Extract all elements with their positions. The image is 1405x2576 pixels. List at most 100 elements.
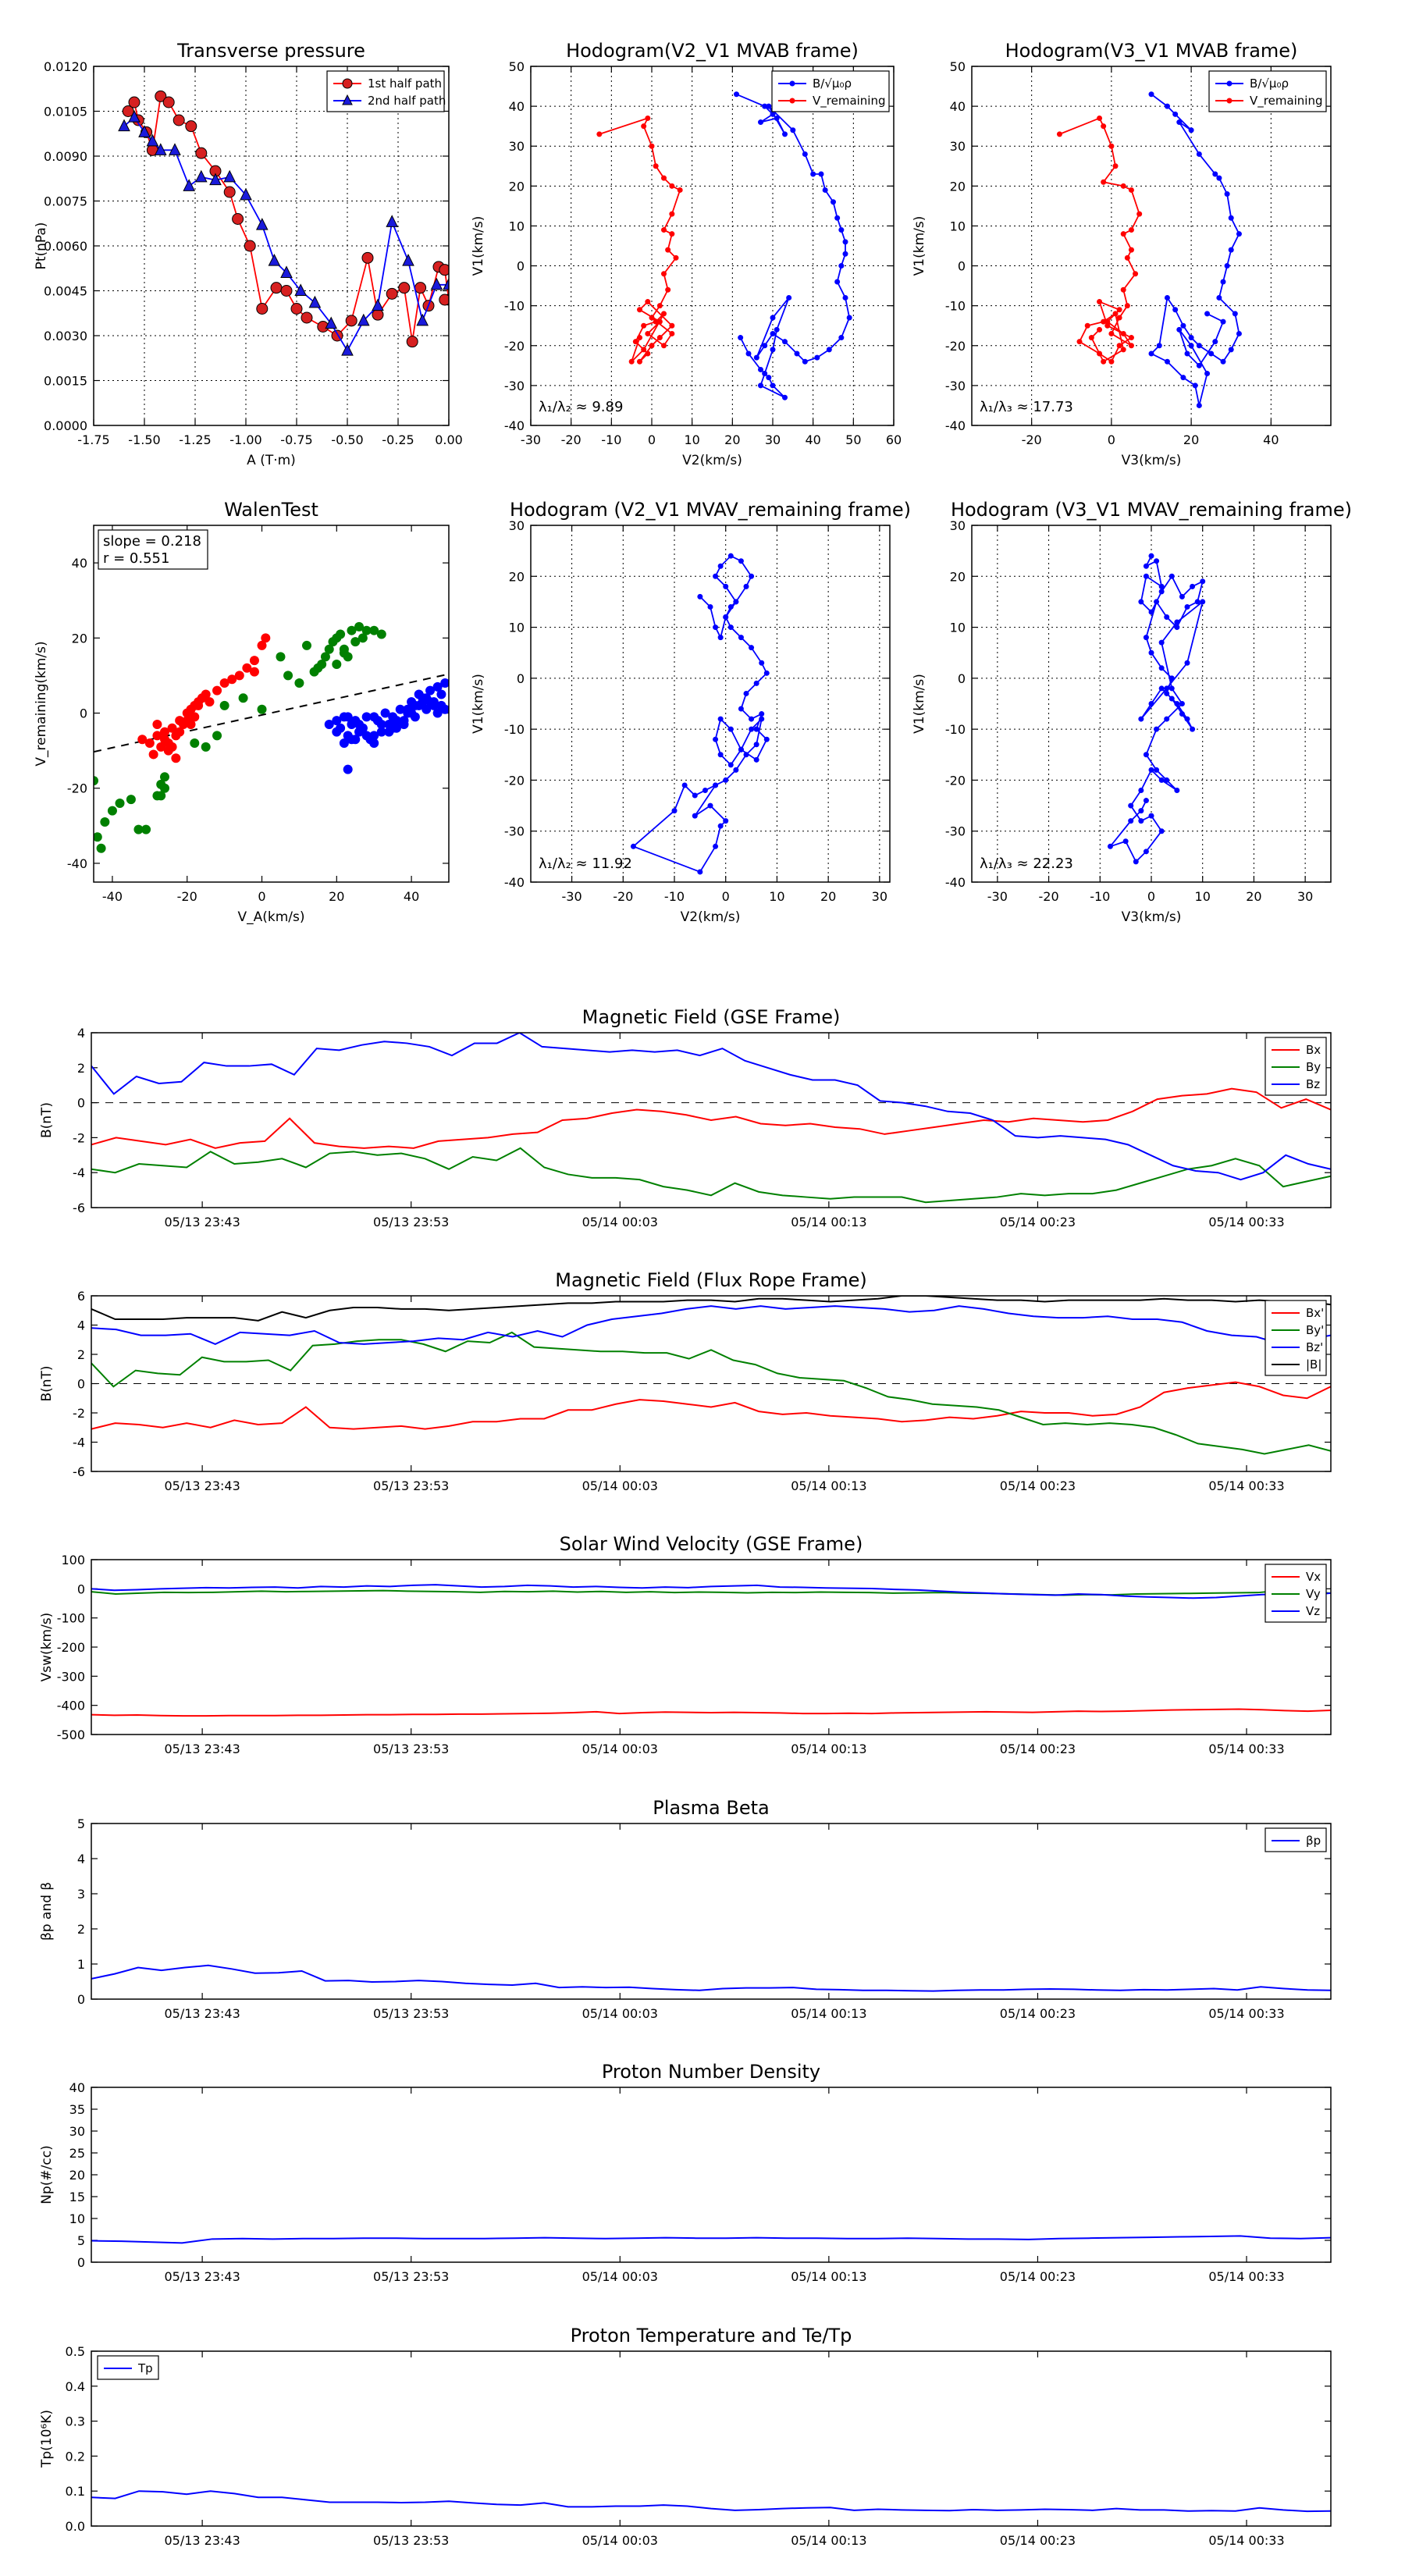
y-tick-label: 0.0 [66, 2519, 85, 2534]
data-point [1148, 701, 1154, 706]
scatter-point [332, 716, 342, 726]
legend-label: 1st half path [368, 76, 442, 91]
scatter-point [212, 731, 222, 741]
scatter-point [332, 727, 342, 737]
data-point [430, 277, 443, 290]
data-point [762, 371, 768, 377]
scatter-point [354, 621, 365, 632]
legend-label: Bx' [1306, 1306, 1324, 1320]
data-point [1101, 358, 1107, 365]
y-tick-label: 20 [950, 179, 966, 194]
y-tick-label: 0.0000 [44, 418, 87, 433]
data-point [1184, 603, 1190, 610]
y-axis-label: βp and β [39, 1882, 55, 1941]
series-line-1 [91, 1147, 1331, 1204]
data-point [758, 366, 763, 372]
data-point [727, 553, 734, 559]
x-tick-label: 0 [648, 432, 656, 447]
scatter-point [96, 843, 106, 853]
legend-marker [342, 78, 353, 89]
data-point [256, 303, 269, 315]
eigen-ratio-label: λ₁/λ₂ ≈ 11.92 [539, 856, 632, 872]
x-tick-label: 40 [805, 432, 820, 447]
scatter-point [339, 644, 349, 654]
plot-area [91, 1033, 1331, 1204]
x-tick-label: 05/14 00:03 [582, 2006, 658, 2021]
legend: B/√μ₀ρ V_remaining [771, 70, 890, 112]
y-tick-label: 0 [77, 1992, 85, 2007]
data-point [645, 299, 651, 305]
scatter-point [257, 640, 267, 650]
data-point [1188, 335, 1194, 341]
scatter-point [212, 685, 222, 696]
data-point [1196, 402, 1202, 408]
data-point [697, 869, 703, 875]
x-tick-label: 05/14 00:33 [1208, 1215, 1284, 1229]
y-tick-label: -10 [945, 299, 966, 314]
data-point [386, 215, 399, 227]
x-tick-label: 10 [1195, 889, 1211, 904]
data-point [645, 350, 651, 357]
data-point [1236, 330, 1242, 336]
data-point [443, 277, 449, 290]
scatter-point [219, 678, 229, 688]
data-point [1164, 358, 1170, 365]
series-line-1 [91, 1331, 1331, 1455]
data-point [325, 316, 338, 329]
x-tick-label: 05/14 00:03 [582, 1478, 658, 1493]
data-point [1172, 307, 1179, 313]
data-point [749, 645, 755, 651]
data-point [641, 322, 647, 329]
data-point [1174, 701, 1180, 706]
y-tick-label: 40 [72, 556, 87, 571]
data-point [743, 752, 749, 758]
y-tick-label: -40 [504, 418, 525, 433]
data-point [753, 726, 759, 732]
data-point [649, 143, 655, 149]
y-tick-label: 30 [950, 139, 966, 154]
data-point [1148, 609, 1154, 615]
y-tick-label: 15 [69, 2190, 85, 2204]
data-point [195, 147, 208, 159]
chart-panel-10: Proton Number Density 0 5 10 15 20 25 30 35 40 05/… [39, 2061, 1332, 2284]
data-point [727, 603, 734, 610]
data-point [661, 271, 667, 277]
data-point [1216, 175, 1222, 181]
data-point [713, 573, 719, 579]
data-point [770, 315, 776, 321]
scatter-point [249, 667, 259, 677]
x-tick-label: 05/14 00:23 [1000, 1742, 1076, 1756]
data-point [1128, 343, 1134, 349]
data-point [1224, 263, 1230, 269]
y-tick-label: 10 [950, 621, 966, 635]
legend-frame [1208, 70, 1327, 112]
x-tick-label: 30 [765, 432, 781, 447]
data-point [146, 133, 159, 147]
x-tick-label: -20 [613, 889, 633, 904]
data-point [1133, 271, 1139, 277]
y-tick-label: 40 [509, 99, 525, 114]
data-point [749, 573, 755, 579]
data-point [341, 343, 354, 356]
scatter-point [100, 817, 110, 827]
x-tick-label: 05/14 00:33 [1208, 2006, 1284, 2021]
data-point [1120, 286, 1126, 293]
x-tick-label: 20 [1246, 889, 1261, 904]
y-tick-label: 0 [517, 259, 525, 274]
data-point [416, 313, 429, 326]
y-tick-label: 0.2 [66, 2449, 85, 2464]
y-tick-label: -30 [945, 824, 966, 839]
y-tick-label: -500 [57, 1727, 85, 1742]
data-point [155, 90, 167, 102]
scatter-point [320, 652, 330, 662]
y-tick-label: 30 [950, 518, 966, 533]
data-point [661, 175, 667, 181]
data-point [838, 227, 845, 233]
data-point [1076, 339, 1083, 345]
stats-text: slope = 0.218 [103, 533, 201, 550]
y-tick-label: 30 [69, 2124, 85, 2139]
y-tick-label: -30 [504, 824, 525, 839]
x-tick-label: 05/13 23:53 [373, 1478, 449, 1493]
data-point [1200, 599, 1206, 605]
chart-panel-9: Plasma Beta 0 1 2 3 4 5 05/13 23:43 05/13 23:53 0… [39, 1797, 1332, 2021]
